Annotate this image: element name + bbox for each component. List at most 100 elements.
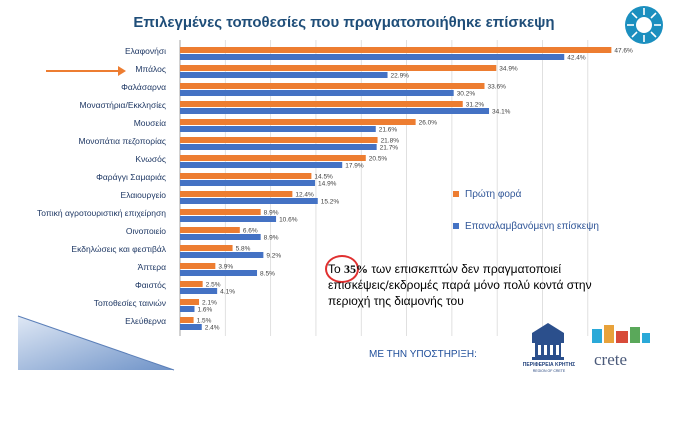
- bar-repeat-visit: [180, 234, 261, 240]
- bar-first-visit: [180, 263, 216, 269]
- category-label: Ελαφονήσι: [125, 46, 166, 56]
- data-label: 8.9%: [264, 235, 279, 242]
- data-label: 20.5%: [369, 156, 388, 163]
- region-crete-logo-icon: [532, 323, 564, 360]
- category-label: Μπάλος: [135, 64, 166, 74]
- data-label: 6.6%: [243, 228, 258, 235]
- chart-title: Επιλεγμένες τοποθεσίες που πραγματοποιήθ…: [133, 14, 555, 31]
- highlight-circle: [325, 255, 359, 283]
- bar-first-visit: [180, 173, 312, 179]
- data-label: 5.8%: [236, 246, 251, 253]
- category-label: Φαλάσαρνα: [121, 82, 166, 92]
- note-highlight: 35%: [344, 262, 369, 276]
- highlight-arrow-icon: [46, 66, 126, 76]
- bar-first-visit: [180, 155, 366, 161]
- bar-repeat-visit: [180, 288, 218, 294]
- data-label: 47.6%: [614, 48, 633, 55]
- legend-label-first: Πρώτη φορά: [465, 189, 522, 200]
- data-label: 8.9%: [264, 210, 279, 217]
- bar-repeat-visit: [180, 90, 454, 96]
- data-label: 21.7%: [380, 145, 399, 152]
- category-label: Άπτερα: [138, 262, 167, 272]
- data-label: 42.4%: [567, 55, 586, 62]
- bar-repeat-visit: [180, 252, 264, 258]
- data-label: 26.0%: [419, 120, 438, 127]
- bar-first-visit: [180, 83, 485, 89]
- data-label: 34.1%: [492, 109, 511, 116]
- category-label: Τοποθεσίες ταινιών: [94, 298, 166, 308]
- data-label: 15.2%: [321, 199, 340, 206]
- bar-repeat-visit: [180, 180, 316, 186]
- region-logo-name: ΠΕΡΙΦΕΡΕΙΑ ΚΡΗΤΗΣ: [522, 362, 576, 368]
- bar-repeat-visit: [180, 162, 343, 168]
- support-label: ΜΕ ΤΗΝ ΥΠΟΣΤΗΡΙΞΗ:: [369, 349, 477, 360]
- bar-repeat-visit: [180, 72, 388, 78]
- bar-first-visit: [180, 119, 416, 125]
- bar-repeat-visit: [180, 306, 195, 312]
- data-label: 30.2%: [457, 91, 476, 98]
- category-label: Φαιστός: [135, 280, 166, 290]
- data-label: 2.1%: [202, 300, 217, 307]
- legend-swatch-blue: [453, 223, 459, 230]
- data-label: 3.9%: [218, 264, 233, 271]
- bar-first-visit: [180, 47, 612, 53]
- data-label: 21.6%: [379, 127, 398, 134]
- data-label: 10.6%: [279, 217, 298, 224]
- category-label: Εκδηλώσεις και φεστιβάλ: [71, 244, 166, 254]
- bar-repeat-visit: [180, 198, 318, 204]
- sun-logo-icon: [625, 6, 663, 44]
- data-label: 33.6%: [488, 84, 507, 91]
- bar-first-visit: [180, 317, 194, 323]
- bar-first-visit: [180, 281, 203, 287]
- data-label: 14.5%: [314, 174, 333, 181]
- bar-first-visit: [180, 191, 293, 197]
- note-rest: των επισκεπτών δεν πραγματοποιεί επισκέψ…: [328, 262, 592, 308]
- data-label: 4.1%: [220, 289, 235, 296]
- legend-swatch-orange: [453, 191, 459, 198]
- bar-repeat-visit: [180, 324, 202, 330]
- category-label: Φαράγγι Σαμαριάς: [96, 172, 166, 182]
- data-label: 34.9%: [499, 66, 518, 73]
- category-label: Μοναστήρια/Εκκλησίες: [80, 100, 166, 110]
- data-label: 17.9%: [345, 163, 364, 170]
- category-label: Ελαιουργείο: [121, 190, 167, 200]
- bar-first-visit: [180, 299, 200, 305]
- category-label: Τοπική αγροτουριστική επιχείρηση: [37, 208, 166, 218]
- legend-label-repeat: Επαναλαμβανόμενη επίσκεψη: [465, 221, 599, 232]
- category-label: Μονοπάτια πεζοπορίας: [79, 136, 167, 146]
- bar-repeat-visit: [180, 270, 258, 276]
- bar-repeat-visit: [180, 54, 565, 60]
- bar-first-visit: [180, 137, 378, 143]
- bar-repeat-visit: [180, 216, 277, 222]
- crete-logo-word: crete: [594, 350, 628, 369]
- annotation-note: Το 35% των επισκεπτών δεν πραγματοποιεί …: [328, 261, 608, 309]
- category-label: Ελεύθερνα: [125, 316, 166, 326]
- category-label: Μουσεία: [134, 118, 166, 128]
- category-label: Κνωσός: [135, 154, 166, 164]
- category-label: Οινοποιείο: [126, 226, 166, 236]
- data-label: 31.2%: [466, 102, 485, 109]
- data-label: 9.2%: [266, 253, 281, 260]
- bar-first-visit: [180, 101, 463, 107]
- data-label: 2.4%: [205, 325, 220, 332]
- data-label: 2.5%: [206, 282, 221, 289]
- region-logo-sub: REGION OF CRETE: [532, 369, 566, 373]
- bar-first-visit: [180, 65, 497, 71]
- data-label: 12.4%: [295, 192, 314, 199]
- data-label: 1.6%: [198, 307, 213, 314]
- data-label: 8.5%: [260, 271, 275, 278]
- data-label: 14.9%: [318, 181, 337, 188]
- bar-first-visit: [180, 209, 261, 215]
- data-label: 1.5%: [197, 318, 212, 325]
- bar-repeat-visit: [180, 108, 490, 114]
- legend-item-first: Πρώτη φορά: [453, 189, 521, 200]
- note-prefix: Το: [328, 262, 345, 276]
- bar-repeat-visit: [180, 126, 376, 132]
- legend-item-repeat: Επαναλαμβανόμενη επίσκεψη: [453, 221, 599, 232]
- crete-logo-icon: [592, 325, 650, 343]
- bar-first-visit: [180, 245, 233, 251]
- bar-repeat-visit: [180, 144, 377, 150]
- data-label: 21.8%: [381, 138, 400, 145]
- bar-first-visit: [180, 227, 240, 233]
- data-label: 22.9%: [391, 73, 410, 80]
